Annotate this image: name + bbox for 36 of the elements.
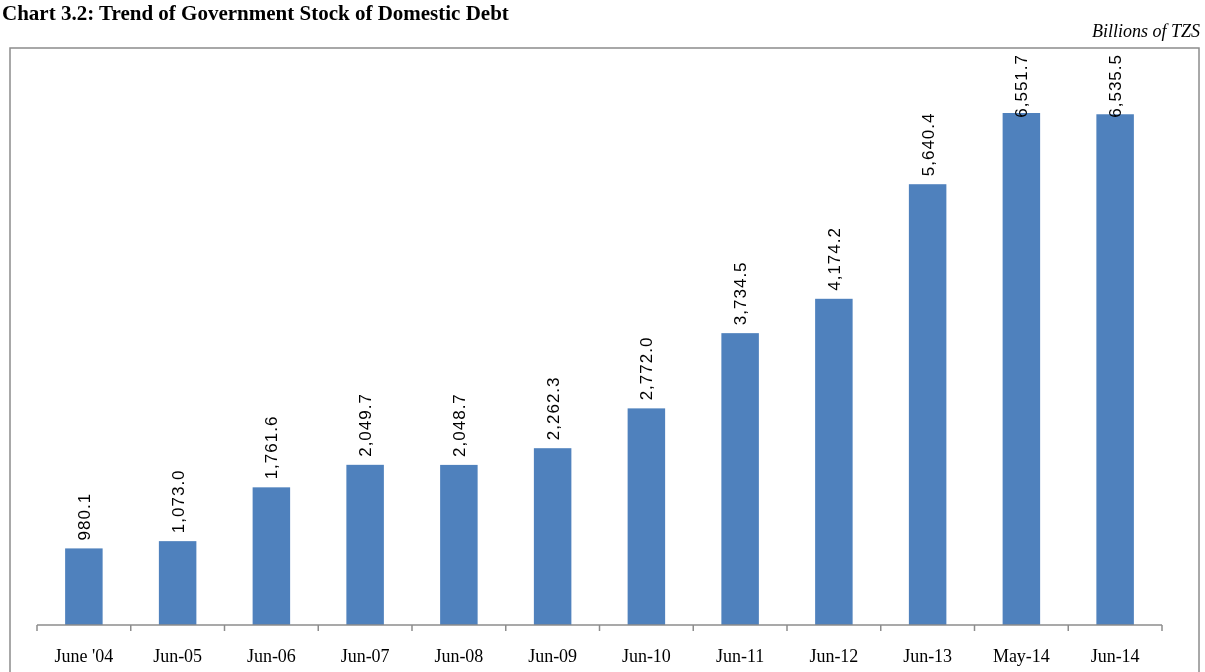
- x-tick-label: Jun-11: [715, 646, 765, 666]
- bar: [65, 548, 103, 625]
- x-tick-label: Jun-07: [340, 646, 390, 666]
- x-tick-label: Jun-14: [1090, 646, 1140, 666]
- data-label: 2,772.0: [637, 336, 657, 401]
- text: Billions of TZS: [1091, 21, 1200, 41]
- data-label: 5,640.4: [918, 112, 938, 177]
- bar: [908, 184, 947, 625]
- x-tick-label: Jun-12: [809, 646, 859, 666]
- chart-title: Chart 3.2: Trend of Government Stock of Domestic Debt: [2, 1, 509, 25]
- x-tick-label: Jun-08: [434, 646, 484, 666]
- bar: [158, 541, 197, 625]
- x-tick-label: Jun-09: [528, 646, 578, 666]
- x-tick-label: May-14: [992, 646, 1050, 666]
- data-label: 1,073.0: [168, 469, 188, 534]
- bar: [346, 464, 384, 625]
- bar: [252, 487, 291, 625]
- data-label: 2,048.7: [449, 393, 469, 457]
- bar: [627, 408, 666, 625]
- data-label: 1,761.6: [262, 415, 282, 480]
- bar: [440, 464, 478, 625]
- data-label: 3,734.5: [731, 261, 751, 326]
- data-label: 6,551.7: [1012, 54, 1032, 118]
- x-tick-label: June '04: [54, 646, 114, 666]
- bar: [815, 298, 853, 625]
- data-label: 2,049.7: [356, 393, 376, 457]
- x-tick-label: Jun-13: [903, 646, 953, 666]
- data-label: 2,262.3: [543, 376, 563, 441]
- bar: [533, 448, 572, 625]
- data-label: 4,174.2: [824, 227, 844, 291]
- bar: [721, 333, 759, 625]
- data-label: 6,535.5: [1106, 54, 1126, 118]
- data-label: 980.1: [74, 492, 94, 541]
- x-tick-label: Jun-05: [153, 646, 203, 666]
- x-tick-label: Jun-10: [621, 646, 671, 666]
- x-tick-label: Jun-06: [246, 646, 296, 666]
